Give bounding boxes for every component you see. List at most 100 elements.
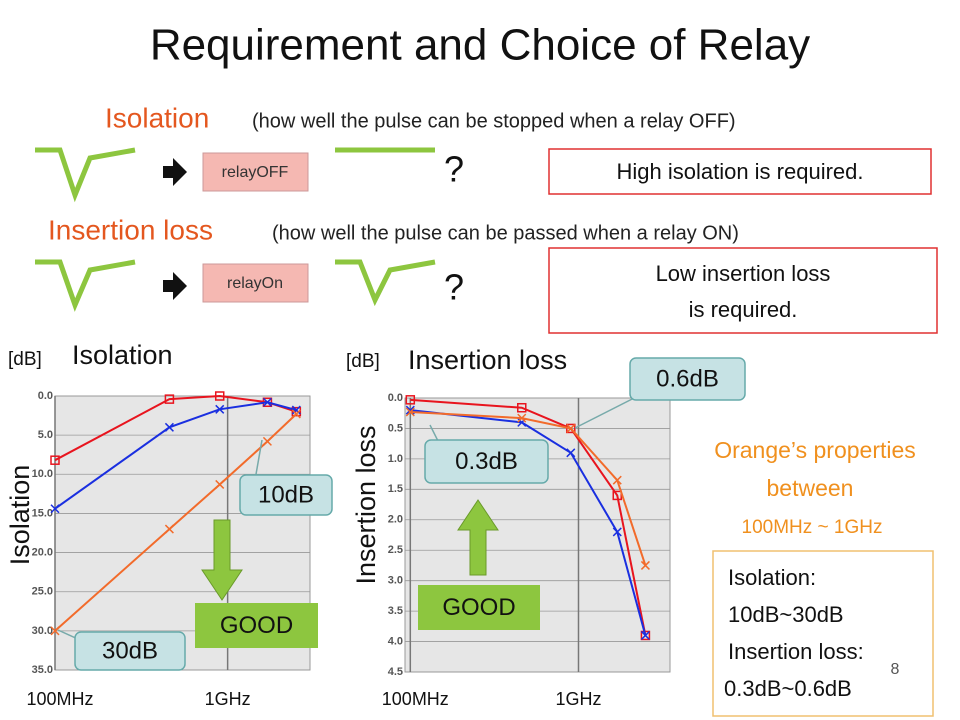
marker	[215, 404, 225, 414]
y-axis-label: Isolation	[5, 465, 35, 566]
marker	[50, 455, 60, 465]
good-arrow	[201, 519, 243, 601]
pulse	[335, 259, 436, 307]
relay-box	[202, 152, 309, 192]
callout-pointer	[574, 394, 641, 429]
question: ?	[444, 267, 464, 308]
y-tick-label: 0.5	[388, 422, 403, 434]
y-tick-label: 30.0	[32, 625, 53, 637]
y-axis-label: Insertion loss	[351, 425, 381, 584]
note-box	[548, 247, 938, 334]
y-tick-label: 25.0	[32, 586, 53, 598]
relay-box	[202, 263, 309, 303]
y-tick-label: 15.0	[32, 507, 53, 519]
x-tick-label: 1GHz	[205, 689, 251, 709]
note-line: is required.	[689, 297, 798, 322]
marker	[291, 406, 302, 417]
annotation-box	[418, 585, 540, 630]
marker	[640, 560, 650, 570]
annotation-box	[629, 357, 746, 401]
marker	[262, 436, 272, 446]
arrow	[163, 272, 187, 300]
y-tick-label: 3.0	[388, 575, 403, 587]
marker	[640, 630, 651, 641]
summary-line: 10dB~30dB	[728, 602, 844, 627]
y-tick-label: 1.0	[388, 453, 403, 465]
y-tick-label: 5.0	[38, 429, 53, 441]
y-tick-label: 10.0	[32, 468, 53, 480]
y-tick-label: 4.5	[388, 666, 403, 678]
relay-label: relayOFF	[222, 164, 289, 181]
summary-line: Isolation:	[728, 565, 816, 590]
y-tick-label: 20.0	[32, 546, 53, 558]
y-tick-label: 35.0	[32, 664, 53, 676]
marker	[566, 423, 576, 433]
marker	[291, 409, 301, 419]
annotation: GOOD	[220, 612, 293, 639]
annotation: GOOD	[442, 594, 515, 621]
marker	[50, 504, 60, 514]
chart-title: Insertion loss	[408, 345, 567, 375]
marker	[164, 394, 175, 404]
y-unit: [dB]	[346, 351, 380, 372]
annotation-box	[239, 474, 333, 516]
marker	[262, 397, 272, 407]
x-tick-label: 100MHz	[26, 689, 93, 709]
orange-range: 100MHz ~ 1GHz	[742, 517, 883, 538]
summary-box	[712, 550, 934, 717]
summary-line: 0.3dB~0.6dB	[724, 676, 852, 701]
pulse	[35, 259, 136, 312]
relay-label: relayOn	[227, 275, 283, 292]
orange-line: between	[767, 475, 854, 501]
marker	[640, 630, 650, 640]
annotation: 0.6dB	[656, 365, 719, 392]
plot-area	[404, 397, 671, 673]
row-desc: (how well the pulse can be passed when a…	[272, 222, 739, 244]
marker	[215, 479, 225, 489]
marker	[214, 391, 225, 401]
y-tick-label: 3.5	[388, 605, 403, 617]
question: ?	[444, 149, 464, 190]
annotation-box	[424, 439, 549, 484]
marker	[612, 527, 622, 537]
y-tick-label: 2.5	[388, 544, 403, 556]
y-tick-label: 0.0	[38, 390, 53, 402]
arrow	[163, 158, 187, 186]
marker	[164, 422, 174, 432]
note: Low insertion loss is required.	[656, 261, 831, 322]
slide-title: Requirement and Choice of Relay	[150, 21, 810, 70]
marker	[612, 475, 622, 485]
row-heading: Isolation	[105, 102, 209, 133]
marker	[517, 402, 527, 413]
marker	[566, 448, 576, 458]
marker	[50, 626, 60, 636]
marker	[517, 413, 527, 423]
y-tick-label: 0.0	[388, 392, 403, 404]
annotation: 30dB	[102, 637, 158, 664]
orange-line: Orange’s properties	[714, 437, 916, 463]
annotation-box	[74, 631, 186, 671]
note-box	[548, 148, 932, 195]
annotation: 0.3dB	[455, 448, 518, 475]
y-tick-label: 2.0	[388, 514, 403, 526]
marker	[405, 407, 415, 417]
y-tick-label: 1.5	[388, 483, 403, 495]
marker	[405, 395, 416, 405]
page-number: 8	[891, 661, 900, 678]
y-tick-label: 4.0	[388, 635, 403, 647]
annotation: 10dB	[258, 481, 314, 508]
annotation-box	[195, 603, 318, 648]
callout-pointer	[254, 439, 263, 481]
pulse	[35, 147, 136, 203]
note-line: Low insertion loss	[656, 261, 831, 286]
y-unit: [dB]	[8, 349, 42, 370]
row-heading: Insertion loss	[48, 214, 213, 245]
chart-title: Isolation	[72, 340, 173, 370]
row-desc: (how well the pulse can be stopped when …	[252, 110, 736, 132]
marker	[164, 524, 174, 534]
orange-text: Orange’s properties between	[714, 437, 916, 501]
marker	[291, 405, 301, 415]
note: High isolation is required.	[616, 159, 863, 184]
x-tick-label: 1GHz	[555, 689, 601, 709]
